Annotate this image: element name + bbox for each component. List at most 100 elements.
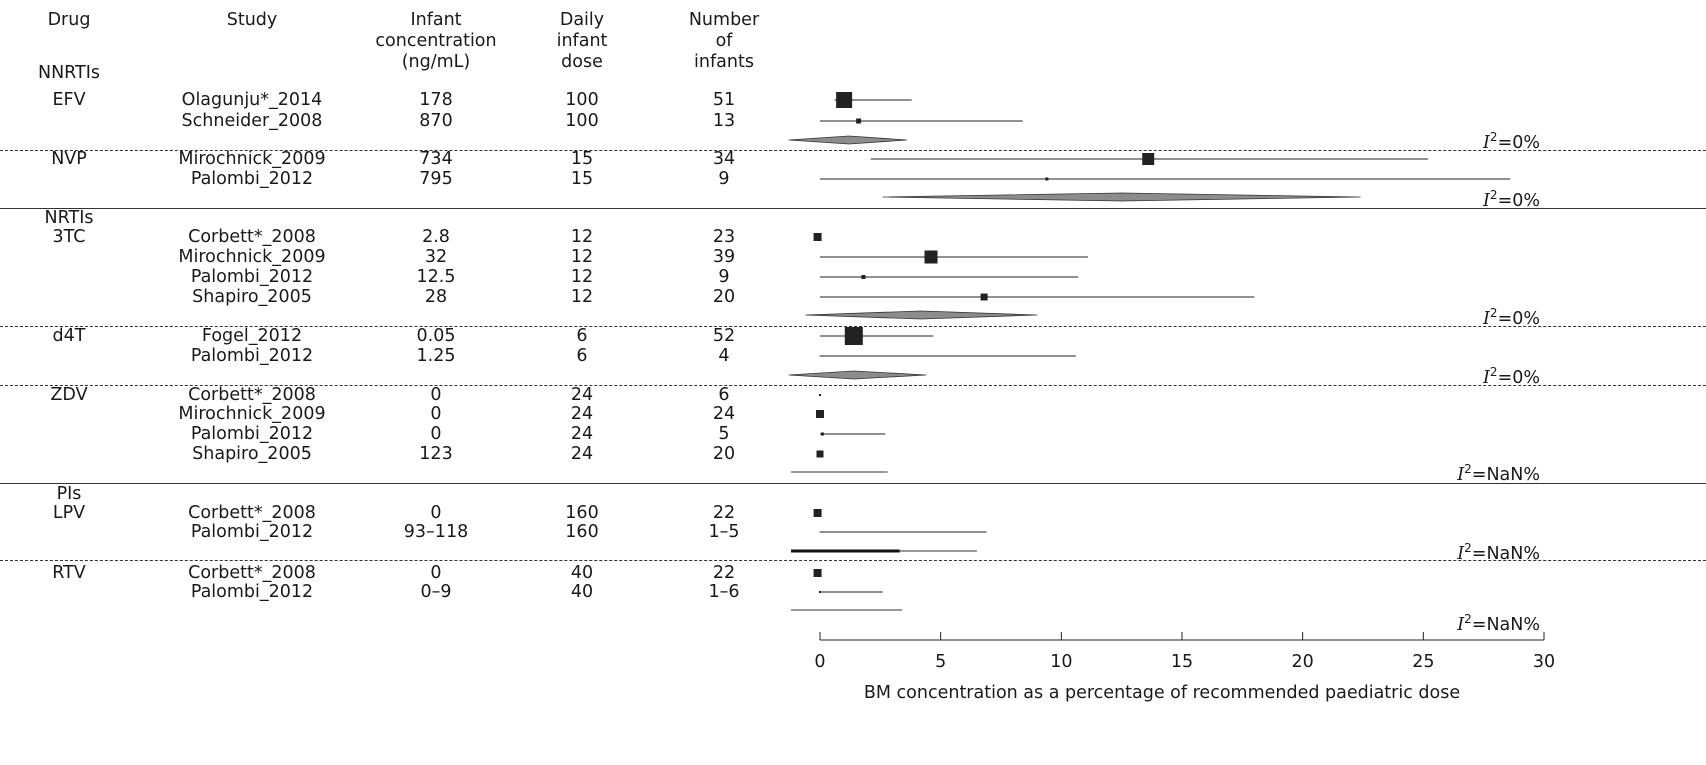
study-name: Fogel_2012 bbox=[201, 326, 303, 346]
header-concentration: Infant concentration (ng/mL) bbox=[375, 10, 496, 73]
drug-name: 3TC bbox=[52, 227, 86, 247]
header-concentration-line-1: Infant bbox=[410, 10, 462, 30]
i-squared-value: =0% bbox=[1497, 190, 1540, 211]
pooled-estimate-diamond bbox=[788, 370, 927, 380]
heterogeneity-label: I2=0% bbox=[1483, 185, 1540, 211]
study-name: Palombi_2012 bbox=[190, 424, 314, 444]
daily-infant-dose: 24 bbox=[570, 404, 594, 424]
x-axis-tick-label: 30 bbox=[1533, 652, 1555, 672]
heterogeneity-label: I2=NaN% bbox=[1457, 609, 1540, 635]
daily-infant-dose: 160 bbox=[565, 503, 599, 523]
study-name: Corbett*_2008 bbox=[188, 503, 316, 523]
number-of-infants: 4 bbox=[718, 346, 730, 366]
point-estimate-box bbox=[819, 355, 821, 357]
header-concentration-line-2: concentration bbox=[375, 31, 497, 51]
number-of-infants: 24 bbox=[712, 404, 736, 424]
infant-concentration: 734 bbox=[419, 149, 453, 169]
i-squared-symbol: I bbox=[1483, 132, 1490, 153]
i-squared-symbol: I bbox=[1457, 464, 1465, 485]
infant-concentration: 0 bbox=[430, 404, 442, 424]
daily-infant-dose: 100 bbox=[565, 111, 599, 131]
number-of-infants: 13 bbox=[712, 111, 736, 131]
number-of-infants: 1–6 bbox=[708, 582, 740, 602]
infant-concentration: 0 bbox=[430, 424, 442, 444]
infant-concentration: 0.05 bbox=[416, 326, 456, 346]
daily-infant-dose: 12 bbox=[570, 247, 594, 267]
i-squared-exponent: 2 bbox=[1464, 612, 1472, 626]
infant-concentration: 0–9 bbox=[420, 582, 452, 602]
study-name: Palombi_2012 bbox=[190, 346, 314, 366]
infant-concentration: 28 bbox=[424, 287, 448, 307]
drug-name: LPV bbox=[52, 503, 86, 523]
group-separator bbox=[0, 150, 1706, 151]
daily-infant-dose: 15 bbox=[570, 169, 594, 189]
daily-infant-dose: 24 bbox=[570, 385, 594, 405]
header-drug: Drug bbox=[47, 10, 91, 30]
point-estimate-box bbox=[1045, 177, 1049, 181]
point-estimate-box bbox=[813, 569, 822, 577]
heterogeneity-label: I2=0% bbox=[1483, 303, 1540, 329]
x-axis-tick-label: 25 bbox=[1412, 652, 1434, 672]
point-estimate-box bbox=[980, 293, 988, 301]
number-of-infants: 22 bbox=[712, 503, 736, 523]
point-estimate-box bbox=[861, 275, 866, 279]
group-separator bbox=[0, 560, 1706, 561]
i-squared-symbol: I bbox=[1483, 308, 1490, 329]
study-name: Palombi_2012 bbox=[190, 522, 314, 542]
i-squared-symbol: I bbox=[1457, 614, 1465, 635]
x-axis-tick-label: 5 bbox=[935, 652, 946, 672]
i-squared-exponent: 2 bbox=[1489, 365, 1498, 379]
i-squared-exponent: 2 bbox=[1464, 541, 1472, 555]
header-concentration-line-3: (ng/mL) bbox=[401, 52, 471, 72]
i-squared-exponent: 2 bbox=[1464, 462, 1472, 476]
point-estimate-box bbox=[836, 92, 853, 108]
x-axis-tick-label: 0 bbox=[814, 652, 825, 672]
point-estimate-box bbox=[819, 531, 821, 533]
study-name: Mirochnick_2009 bbox=[178, 149, 326, 169]
study-name: Corbett*_2008 bbox=[188, 563, 316, 583]
number-of-infants: 39 bbox=[712, 247, 736, 267]
i-squared-value: =0% bbox=[1497, 308, 1540, 329]
infant-concentration: 123 bbox=[419, 444, 453, 464]
drug-class-label: NRTIs bbox=[44, 208, 94, 228]
drug-name: EFV bbox=[52, 90, 86, 110]
pooled-estimate-diamond bbox=[788, 135, 907, 145]
pooled-estimate-diamond bbox=[882, 192, 1361, 202]
number-of-infants: 5 bbox=[718, 424, 730, 444]
number-of-infants: 20 bbox=[712, 287, 736, 307]
study-name: Olagunju*_2014 bbox=[181, 90, 323, 110]
group-separator bbox=[0, 208, 1706, 209]
point-estimate-box bbox=[819, 394, 821, 396]
infant-concentration: 1.25 bbox=[416, 346, 456, 366]
study-name: Shapiro_2005 bbox=[192, 444, 312, 464]
point-estimate-box bbox=[856, 118, 862, 124]
header-n-line-2: of bbox=[715, 31, 733, 51]
header-study: Study bbox=[226, 10, 278, 30]
number-of-infants: 23 bbox=[712, 227, 736, 247]
i-squared-value: =0% bbox=[1497, 367, 1540, 388]
x-axis-tick-label: 15 bbox=[1171, 652, 1193, 672]
daily-infant-dose: 6 bbox=[576, 326, 588, 346]
infant-concentration: 0 bbox=[430, 563, 442, 583]
infant-concentration: 32 bbox=[424, 247, 448, 267]
number-of-infants: 9 bbox=[718, 169, 730, 189]
i-squared-value: =NaN% bbox=[1471, 543, 1540, 564]
daily-infant-dose: 24 bbox=[570, 444, 594, 464]
i-squared-symbol: I bbox=[1483, 190, 1490, 211]
daily-infant-dose: 6 bbox=[576, 346, 588, 366]
study-name: Corbett*_2008 bbox=[188, 385, 316, 405]
daily-infant-dose: 160 bbox=[565, 522, 599, 542]
number-of-infants: 22 bbox=[712, 563, 736, 583]
heterogeneity-label: I2=0% bbox=[1483, 362, 1540, 388]
infant-concentration: 178 bbox=[419, 90, 453, 110]
study-name: Corbett*_2008 bbox=[188, 227, 316, 247]
infant-concentration: 0 bbox=[430, 385, 442, 405]
i-squared-exponent: 2 bbox=[1489, 188, 1498, 202]
daily-infant-dose: 40 bbox=[570, 563, 594, 583]
header-dose-line-3: dose bbox=[561, 52, 603, 72]
drug-name: d4T bbox=[52, 326, 86, 346]
daily-infant-dose: 24 bbox=[570, 424, 594, 444]
infant-concentration: 870 bbox=[419, 111, 453, 131]
